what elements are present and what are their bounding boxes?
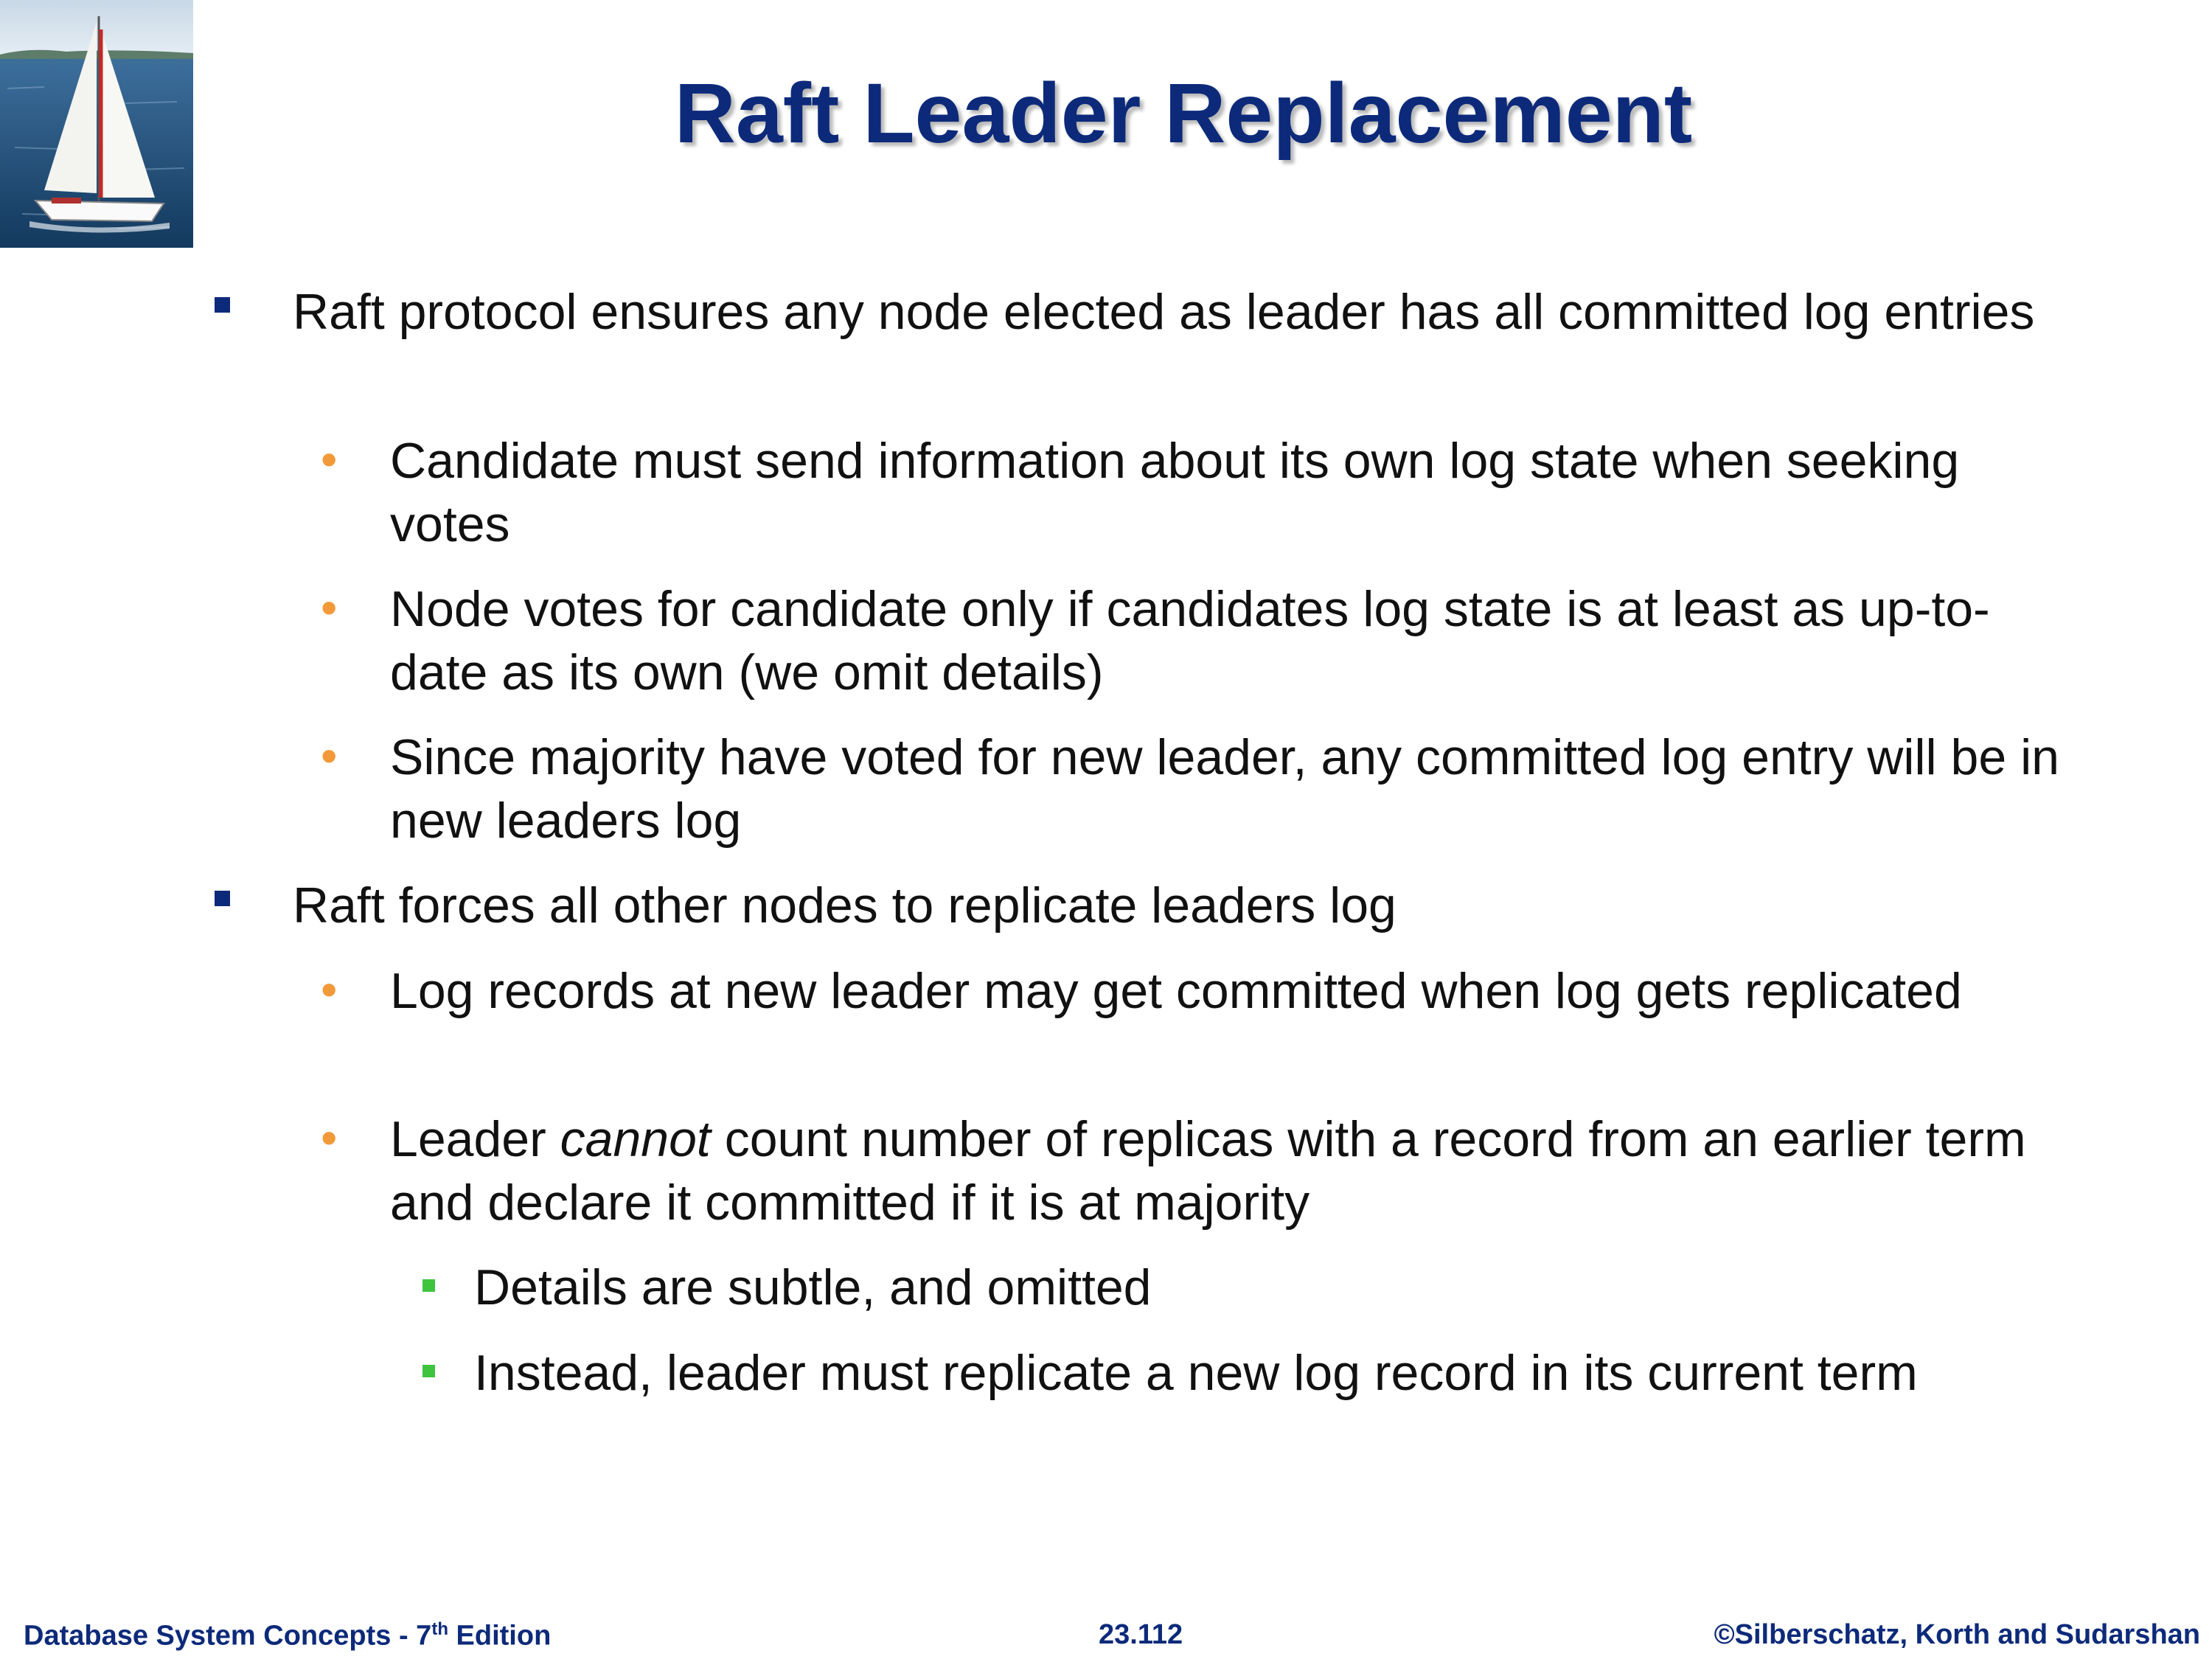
bullet-text-before: Leader [390,1111,560,1167]
footer-page-number: 23.112 [1099,1619,1183,1650]
bullet-item: Details are subtle, and omitted [474,1259,1152,1315]
dot-bullet-icon: • [321,963,338,1016]
bullet-item: Since majority have voted for new leader… [390,729,2059,849]
bullet-text-after: count number of replicas with a record f… [390,1111,2026,1231]
square-bullet-icon [215,891,230,906]
footer-book-sup: th [431,1619,448,1639]
dot-bullet-icon: • [321,729,338,782]
slide-title: Raft Leader Replacement [674,66,1693,161]
footer-book-title: Database System Concepts - 7th Edition [24,1619,551,1652]
bullet-item: Candidate must send information about it… [390,433,1960,552]
square-bullet-icon [215,297,230,313]
small-square-bullet-icon [422,1365,435,1377]
footer-book-suffix: Edition [448,1620,552,1652]
bullet-item: Raft forces all other nodes to replicate… [293,877,1397,933]
dot-bullet-icon: • [321,1111,338,1164]
dot-bullet-icon: • [321,433,338,486]
footer-book-prefix: Database System Concepts - 7 [24,1620,432,1652]
sailboat-logo [0,0,193,248]
bullet-item: Leader cannot count number of replicas w… [390,1107,2064,1234]
sailboat-icon [0,0,193,248]
bullet-emphasis: cannot [560,1111,711,1167]
small-square-bullet-icon [422,1279,435,1292]
bullet-item: Instead, leader must replicate a new log… [474,1345,1918,1401]
bullet-item: Log records at new leader may get commit… [390,963,1962,1019]
bullet-item: Raft protocol ensures any node elected a… [293,284,2035,340]
bullet-item: Node votes for candidate only if candida… [390,581,1990,700]
dot-bullet-icon: • [321,581,338,634]
footer-copyright: ©Silberschatz, Korth and Sudarshan [1714,1619,2200,1650]
